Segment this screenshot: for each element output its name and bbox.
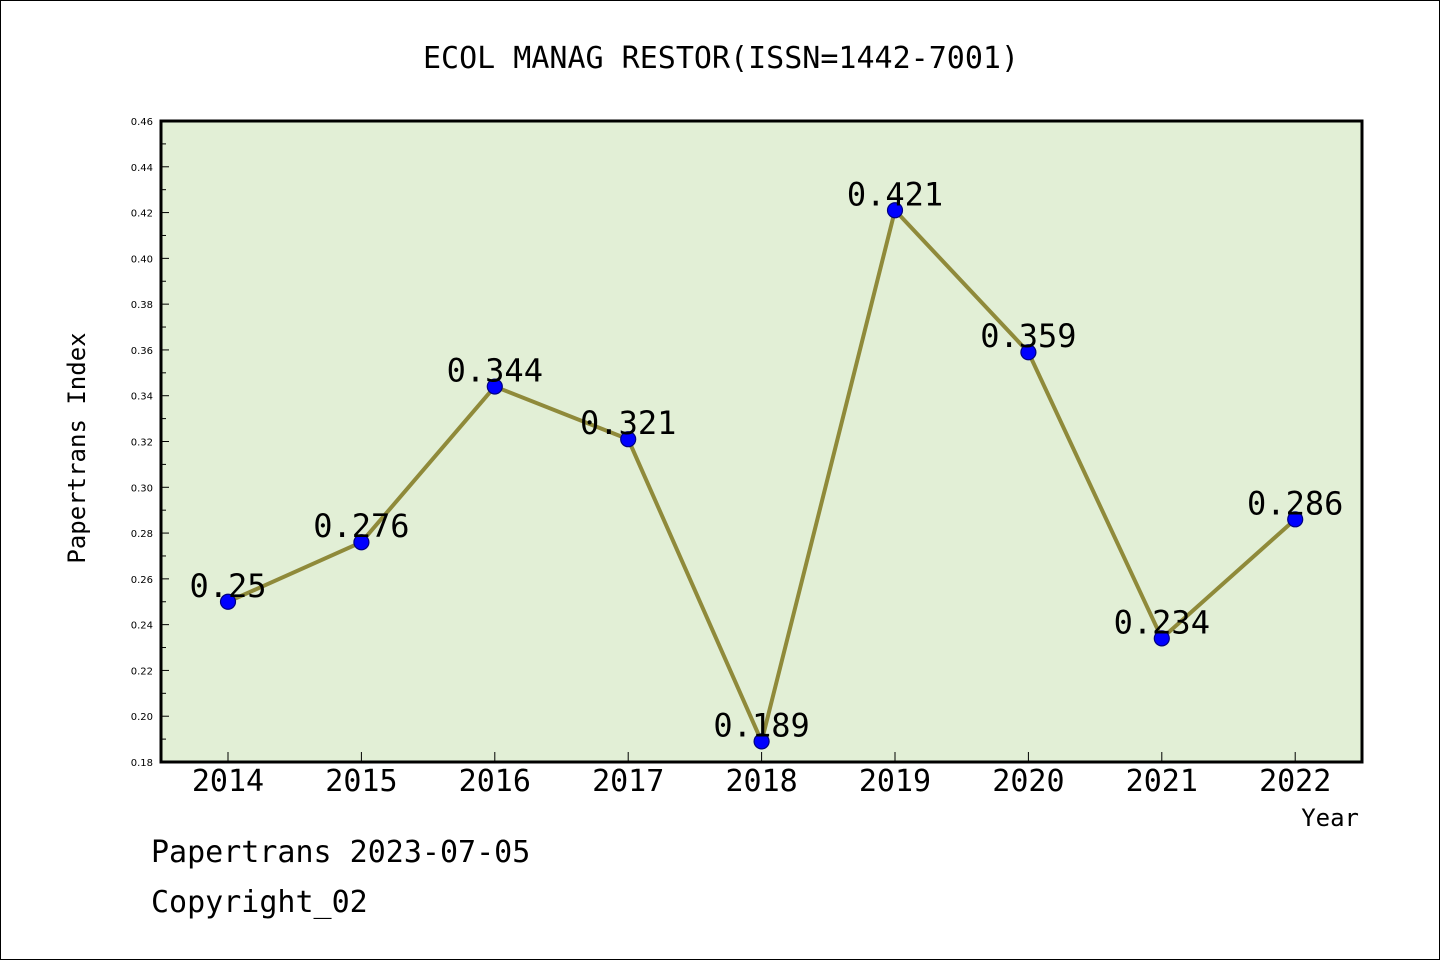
y-tick-label: 0.24 <box>131 621 153 632</box>
y-tick-label: 0.46 <box>131 117 153 128</box>
data-point-marker <box>753 733 770 750</box>
x-tick-label: 2020 <box>992 764 1064 799</box>
data-label: 0.344 <box>447 352 543 390</box>
data-point-marker <box>1153 630 1170 647</box>
footer-copyright-line: Copyright_02 <box>151 885 368 920</box>
y-tick-label: 0.28 <box>131 529 153 540</box>
data-point-marker <box>486 378 503 395</box>
y-tick-label: 0.30 <box>131 483 153 494</box>
y-tick-label: 0.18 <box>131 758 153 769</box>
data-point-marker <box>1287 511 1304 528</box>
data-point-marker <box>353 534 370 551</box>
data-label: 0.25 <box>189 567 266 605</box>
y-tick-label: 0.34 <box>131 392 153 403</box>
y-tick-label: 0.44 <box>131 163 153 174</box>
y-tick-label: 0.32 <box>131 438 153 449</box>
y-tick-label: 0.40 <box>131 254 153 265</box>
y-axis: 0.18 0.20 0.22 0.24 0.26 0.28 0.30 0.32 0.34 0.36… <box>131 117 169 769</box>
x-axis: 2014 2015 2016 2017 2018 2019 2020 2021 2022 <box>192 752 1331 799</box>
x-tick-label: 2018 <box>725 764 797 799</box>
plot-area <box>159 119 1364 764</box>
series-layer: 0.25 0.276 0.344 0.321 0.189 0.421 0.359 0.234 0… <box>189 175 1343 750</box>
data-label: 0.189 <box>713 706 809 744</box>
x-tick-label: 2022 <box>1259 764 1331 799</box>
data-label: 0.276 <box>313 507 409 545</box>
x-tick-label: 2019 <box>859 764 931 799</box>
y-tick-label: 0.20 <box>131 712 153 723</box>
data-label: 0.286 <box>1247 484 1343 522</box>
y-tick-label: 0.36 <box>131 346 153 357</box>
data-label: 0.321 <box>580 404 676 442</box>
data-point-marker <box>886 202 904 219</box>
data-point-marker <box>620 431 637 448</box>
x-tick-label: 2014 <box>192 764 264 799</box>
y-axis-label: Papertrans Index <box>63 332 91 563</box>
data-label: 0.421 <box>847 175 943 213</box>
data-point-marker <box>1020 344 1037 361</box>
y-tick-label: 0.26 <box>131 575 153 586</box>
y-tick-label: 0.22 <box>131 666 153 677</box>
x-tick-label: 2015 <box>325 764 397 799</box>
x-tick-label: 2021 <box>1126 764 1198 799</box>
footer-date-line: Papertrans 2023-07-05 <box>151 835 531 870</box>
x-axis-label: Year <box>1301 804 1359 832</box>
data-point-marker <box>219 593 237 610</box>
data-label: 0.359 <box>980 317 1076 355</box>
chart-title: ECOL MANAG RESTOR(ISSN=1442-7001) <box>423 41 1019 76</box>
data-label: 0.234 <box>1114 603 1210 641</box>
y-tick-label: 0.42 <box>131 209 153 220</box>
x-tick-label: 2016 <box>459 764 531 799</box>
x-tick-label: 2017 <box>592 764 664 799</box>
y-tick-label: 0.38 <box>131 300 153 311</box>
